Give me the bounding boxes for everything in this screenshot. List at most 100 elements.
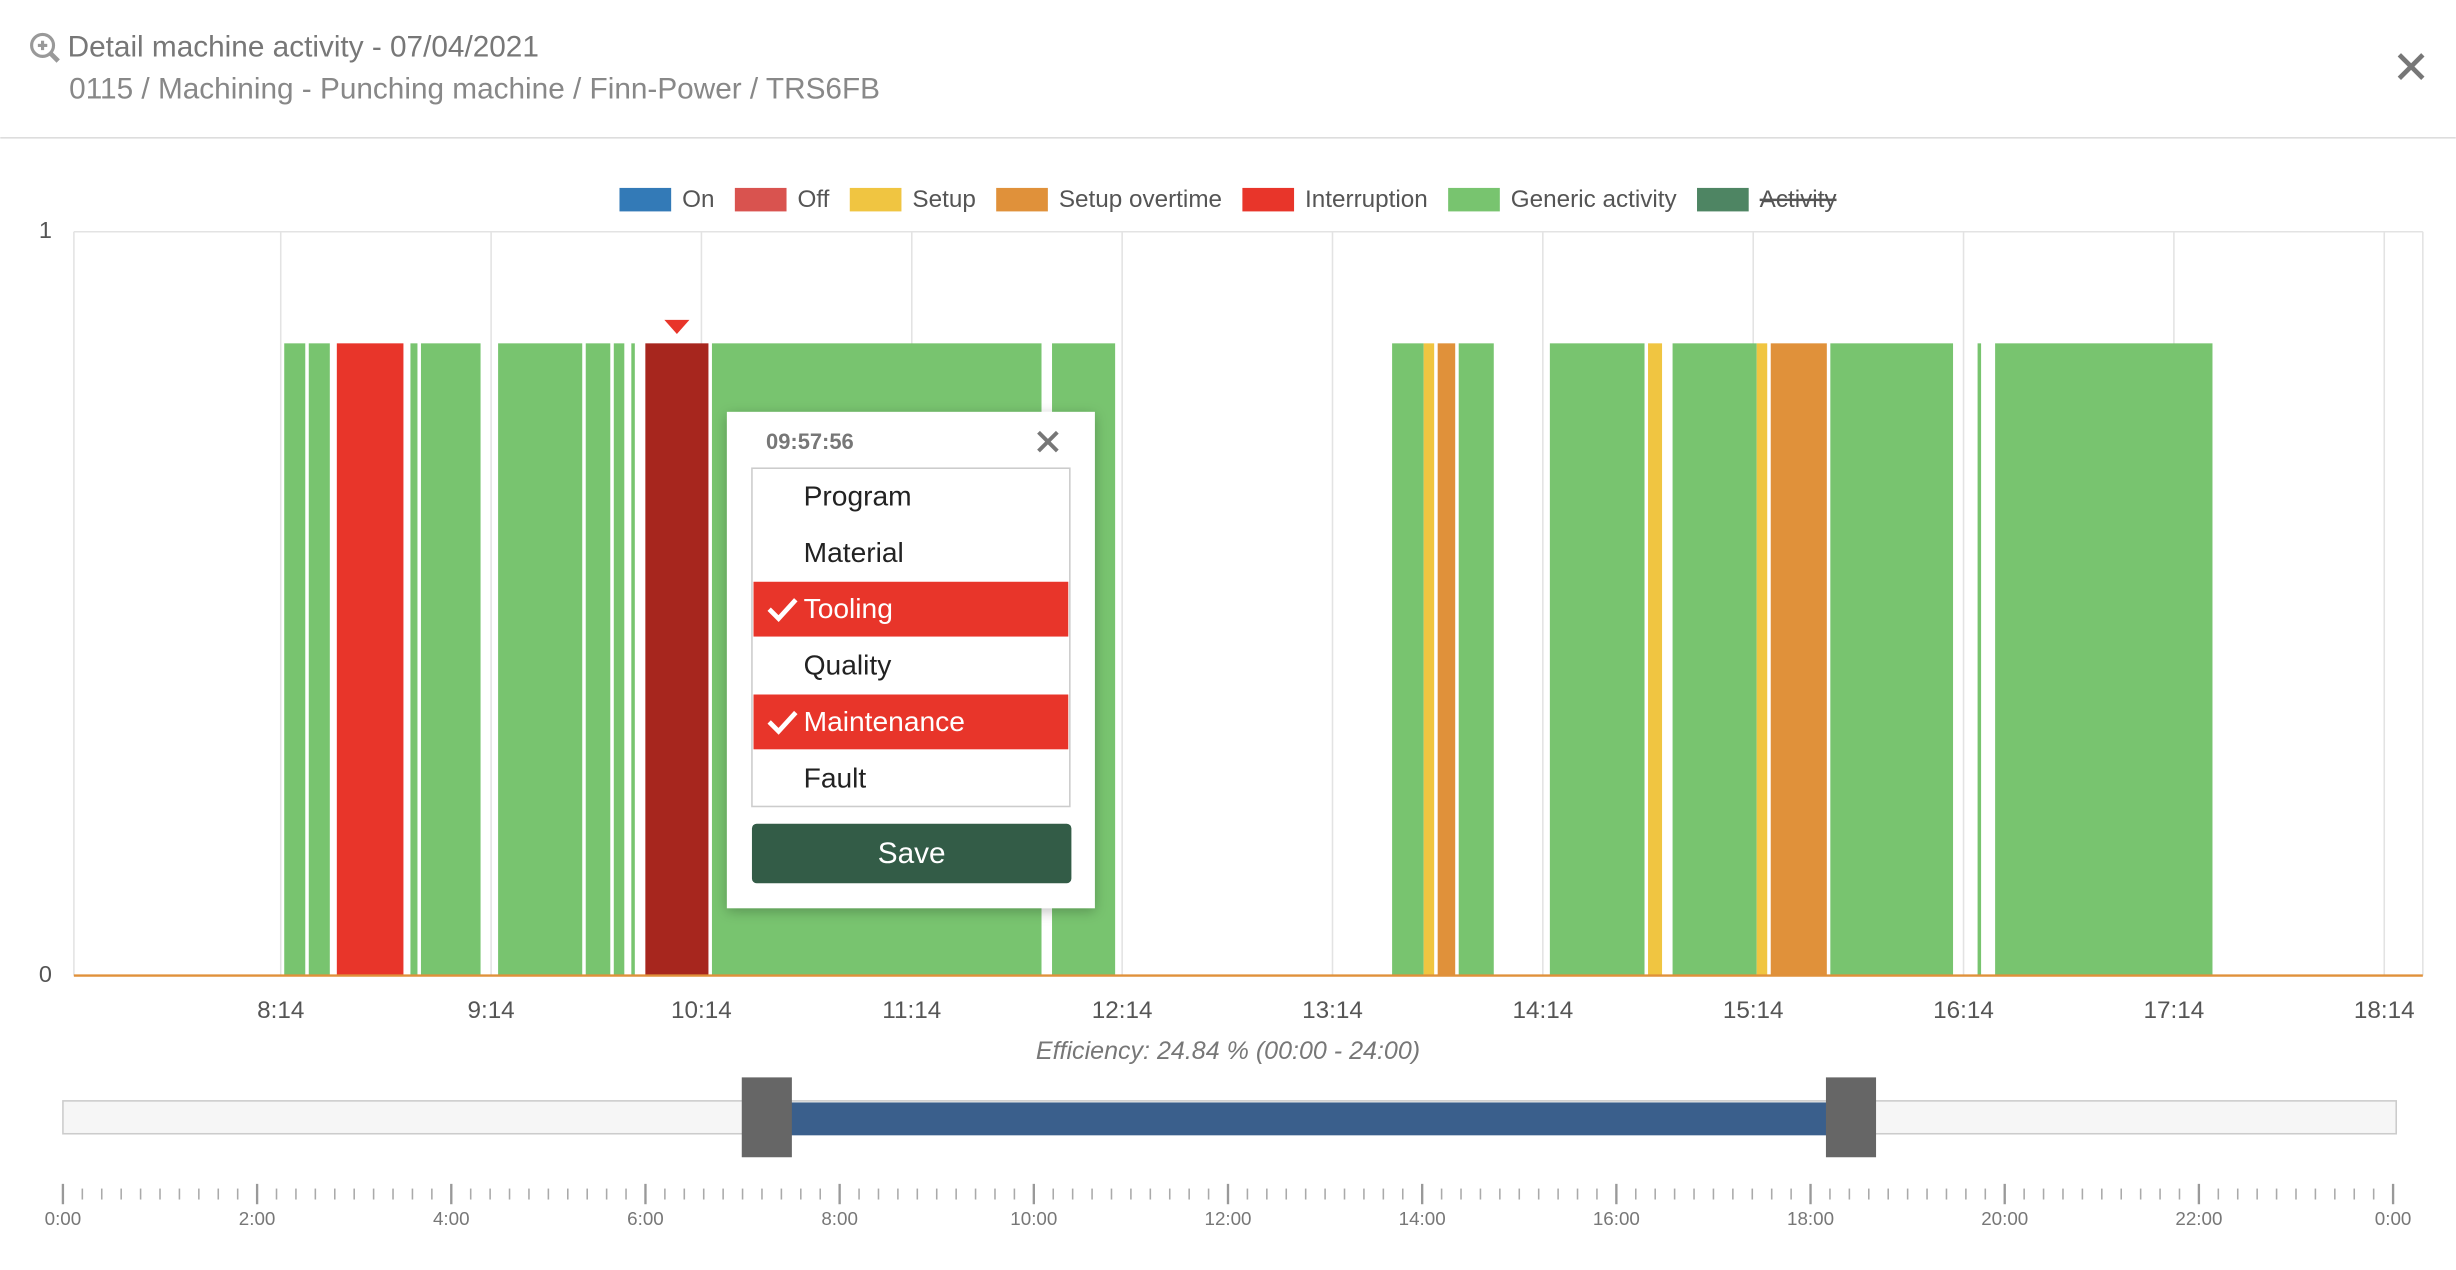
activity-bar[interactable] xyxy=(1995,343,2213,976)
navigator-tick-label: 8:00 xyxy=(821,1208,858,1229)
option[interactable]: Maintenance xyxy=(753,694,1069,750)
navigator-tick-label: 2:00 xyxy=(239,1208,276,1229)
legend-swatch xyxy=(734,187,787,212)
x-tick-label: 18:14 xyxy=(2354,997,2415,1024)
efficiency: Efficiency: 24.84 % (00:00 - 24:00) xyxy=(1036,1037,1420,1065)
activity-bar[interactable] xyxy=(1756,343,1768,976)
option-label: Material xyxy=(804,536,904,568)
legend-swatch xyxy=(996,187,1048,212)
popup-time: 09:57:56 xyxy=(766,429,854,454)
activity-bar[interactable] xyxy=(308,343,330,976)
navigator-tick-label: 20:00 xyxy=(1981,1208,2028,1229)
option-label: Quality xyxy=(804,649,893,681)
activity-bar[interactable] xyxy=(645,343,709,976)
activity-bar[interactable] xyxy=(1830,343,1954,976)
option-label: Program xyxy=(804,479,912,511)
navigator[interactable]: 0:00 2:00 4:00 6:00 8:00 10:00 12:00 14:00 16:00… xyxy=(45,1077,2412,1229)
activity-bar[interactable] xyxy=(498,343,583,976)
popup: 09:57:56 Program Material Tooling Quality Ma… xyxy=(726,411,1095,909)
option-selected-bg xyxy=(753,581,1069,637)
option-label: Fault xyxy=(804,761,867,793)
navigator-handle[interactable] xyxy=(1825,1077,1877,1158)
activity-bar[interactable] xyxy=(420,343,481,976)
options: Program Material Tooling Quality Maintenance… xyxy=(753,479,1069,793)
title: Detail machine activity - 07/04/2021 xyxy=(68,30,539,63)
navigator-tick-label: 12:00 xyxy=(1205,1208,1252,1229)
check-icon xyxy=(767,598,798,622)
y-tick-label: 0 xyxy=(39,961,52,987)
save-button[interactable] xyxy=(751,823,1072,884)
legend-item[interactable]: Interruption xyxy=(1242,186,1428,213)
option-selected-bg xyxy=(753,694,1069,750)
legend-label: Off xyxy=(797,186,829,213)
x-tick-label: 16:14 xyxy=(1933,997,1994,1024)
zoom-icon xyxy=(30,32,60,63)
legend-label: Generic activity xyxy=(1511,186,1678,213)
activity-bar[interactable] xyxy=(1770,343,1827,976)
activity-bar[interactable] xyxy=(284,343,306,976)
option[interactable]: Quality xyxy=(804,649,893,681)
legend-item[interactable]: Off xyxy=(734,186,830,213)
popup-close[interactable] xyxy=(1037,430,1059,453)
activity-bar[interactable] xyxy=(1423,343,1435,976)
navigator-tick-label: 0:00 xyxy=(2375,1208,2412,1229)
legend-item[interactable]: Activity xyxy=(1697,186,1837,213)
option-label: Tooling xyxy=(804,592,893,624)
x-tick-label: 10:14 xyxy=(671,997,732,1024)
option[interactable]: Program xyxy=(804,479,912,511)
option-list xyxy=(751,467,1071,808)
option[interactable]: Tooling xyxy=(753,581,1069,637)
legend-item[interactable]: On xyxy=(619,186,714,213)
navigator-handle[interactable] xyxy=(741,1077,792,1158)
option-label: Maintenance xyxy=(804,705,965,737)
activity-bar[interactable] xyxy=(631,343,635,976)
navigator-tick-label: 16:00 xyxy=(1593,1208,1640,1229)
activity-bar[interactable] xyxy=(1672,343,1757,976)
subtitle: 0115 / Machining - Punching machine / Fi… xyxy=(69,73,880,106)
navigator-tick-label: 6:00 xyxy=(627,1208,664,1229)
legend: On Off Setup Setup overtime Interruption Gene… xyxy=(619,186,1837,213)
legend-item[interactable]: Setup overtime xyxy=(996,186,1222,213)
navigator-tick-label: 4:00 xyxy=(433,1208,470,1229)
activity-bar[interactable] xyxy=(585,343,611,976)
activity-bar[interactable] xyxy=(1458,343,1494,976)
x-tick-label: 8:14 xyxy=(257,997,304,1024)
x-tick-label: 12:14 xyxy=(1092,997,1153,1024)
navigator-tick-label: 14:00 xyxy=(1399,1208,1446,1229)
legend-label: Activity xyxy=(1760,186,1838,213)
legend-swatch xyxy=(1242,187,1295,212)
legend-item[interactable]: Generic activity xyxy=(1448,186,1678,213)
navigator-window xyxy=(766,1102,1851,1136)
legend-label: Setup overtime xyxy=(1059,186,1222,213)
selected-marker xyxy=(664,319,690,334)
activity-bar[interactable] xyxy=(410,343,418,976)
check-icon xyxy=(767,710,798,735)
option[interactable]: Fault xyxy=(804,761,867,793)
x-tick-label: 17:14 xyxy=(2144,997,2205,1024)
legend-label: Setup xyxy=(912,186,975,213)
y-tick-label: 1 xyxy=(39,217,52,243)
x-tick-label: 14:14 xyxy=(1512,997,1573,1024)
x-tick-label: 11:14 xyxy=(882,997,941,1024)
activity-bar[interactable] xyxy=(1392,343,1424,976)
activity-bar[interactable] xyxy=(1437,343,1456,976)
x-tick-label: 13:14 xyxy=(1302,997,1363,1024)
activity-bar[interactable] xyxy=(336,343,404,976)
activity-bar[interactable] xyxy=(1648,343,1663,976)
close-button[interactable] xyxy=(2397,53,2425,80)
option[interactable]: Material xyxy=(804,536,904,568)
navigator-tick-label: 18:00 xyxy=(1787,1208,1834,1229)
navigator-tick-label: 22:00 xyxy=(2175,1208,2222,1229)
activity-bar[interactable] xyxy=(1977,343,1982,976)
save-label: Save xyxy=(878,837,946,870)
legend-swatch xyxy=(1448,187,1500,212)
x-tick-label: 15:14 xyxy=(1723,997,1784,1024)
activity-bar[interactable] xyxy=(613,343,625,976)
x-tick-label: 9:14 xyxy=(467,997,514,1024)
legend-label: On xyxy=(682,186,714,213)
activity-bar[interactable] xyxy=(1549,343,1645,976)
legend-item[interactable]: Setup xyxy=(849,186,976,213)
navigator-tick-label: 0:00 xyxy=(45,1208,82,1229)
legend-swatch xyxy=(619,187,672,212)
